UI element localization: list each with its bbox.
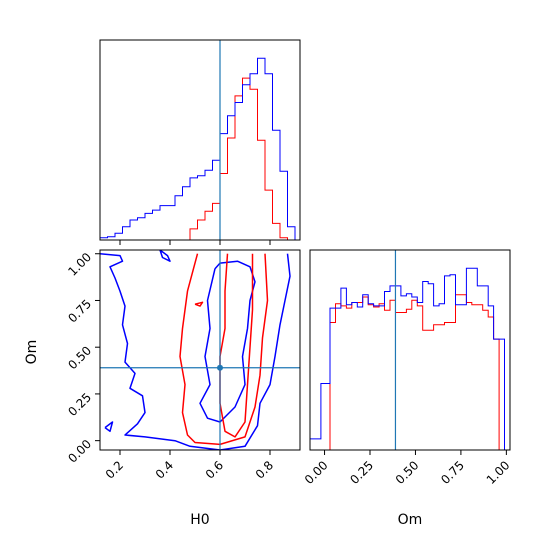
contour-line-1 [159,250,171,262]
contour-lines-group [100,250,300,450]
h0-histogram-series-0 [99,57,300,241]
contour-line-4 [179,253,269,446]
om-histogram-frame [309,249,511,451]
y-axis-label-om: Om [24,340,40,365]
contour-line-2 [199,260,256,423]
om-histogram-series-0 [309,267,507,451]
contour-frame [99,249,301,451]
contour-line-6 [194,301,204,307]
om-histogram-series-1 [310,294,507,451]
contour-truth-marker [217,364,223,371]
x-axis-label-om: Om [398,512,423,528]
contour-line-0 [100,252,291,450]
contour-line-5 [219,253,254,438]
contour-line-3 [104,421,114,433]
histogram-panel-h0 [99,39,301,245]
h0-histogram-frame [99,39,301,241]
x-axis-label-h0: H0 [190,512,209,528]
